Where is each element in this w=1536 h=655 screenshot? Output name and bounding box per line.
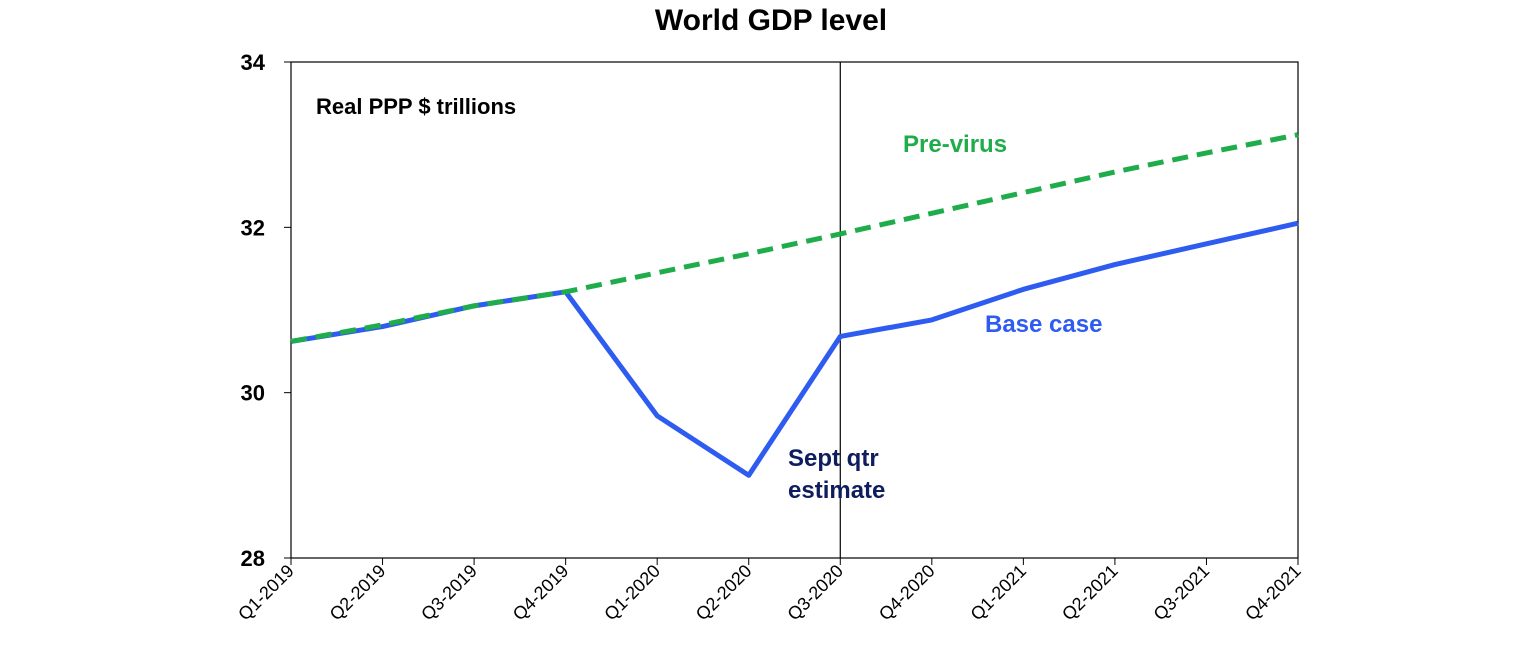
x-tick-label: Q2-2019: [326, 561, 390, 625]
series-line-pre-virus: [290, 132, 1299, 344]
series-label-base-case: Base case: [985, 311, 1102, 338]
series-lines: [290, 132, 1299, 478]
plot-frame: [290, 61, 1299, 559]
x-tick-label: Q4-2020: [875, 561, 939, 625]
x-tick-label: Q1-2021: [967, 561, 1031, 625]
x-tick-label: Q3-2019: [417, 561, 481, 625]
series-label-pre-virus: Pre-virus: [903, 131, 1007, 158]
chart-title: World GDP level: [655, 4, 887, 37]
x-tick-label: Q3-2021: [1150, 561, 1214, 625]
unit-label: Real PPP $ trillions: [316, 94, 516, 119]
y-tick-label: 28: [241, 546, 265, 571]
x-tick-label: Q2-2021: [1058, 561, 1122, 625]
x-tick-label: Q4-2019: [509, 561, 573, 625]
x-tick-label: Q3-2020: [783, 561, 847, 625]
annotation-sept-qtr: Sept qtr: [788, 445, 879, 472]
x-tick-label: Q4-2021: [1241, 561, 1305, 625]
y-tick-label: 30: [241, 381, 265, 406]
x-tick-label: Q1-2020: [600, 561, 664, 625]
series-line-base-case: [290, 220, 1299, 478]
x-tick-label: Q2-2020: [692, 561, 756, 625]
y-tick-label: 32: [241, 215, 265, 240]
annotation-estimate: estimate: [788, 477, 885, 504]
y-tick-label: 34: [241, 50, 266, 75]
